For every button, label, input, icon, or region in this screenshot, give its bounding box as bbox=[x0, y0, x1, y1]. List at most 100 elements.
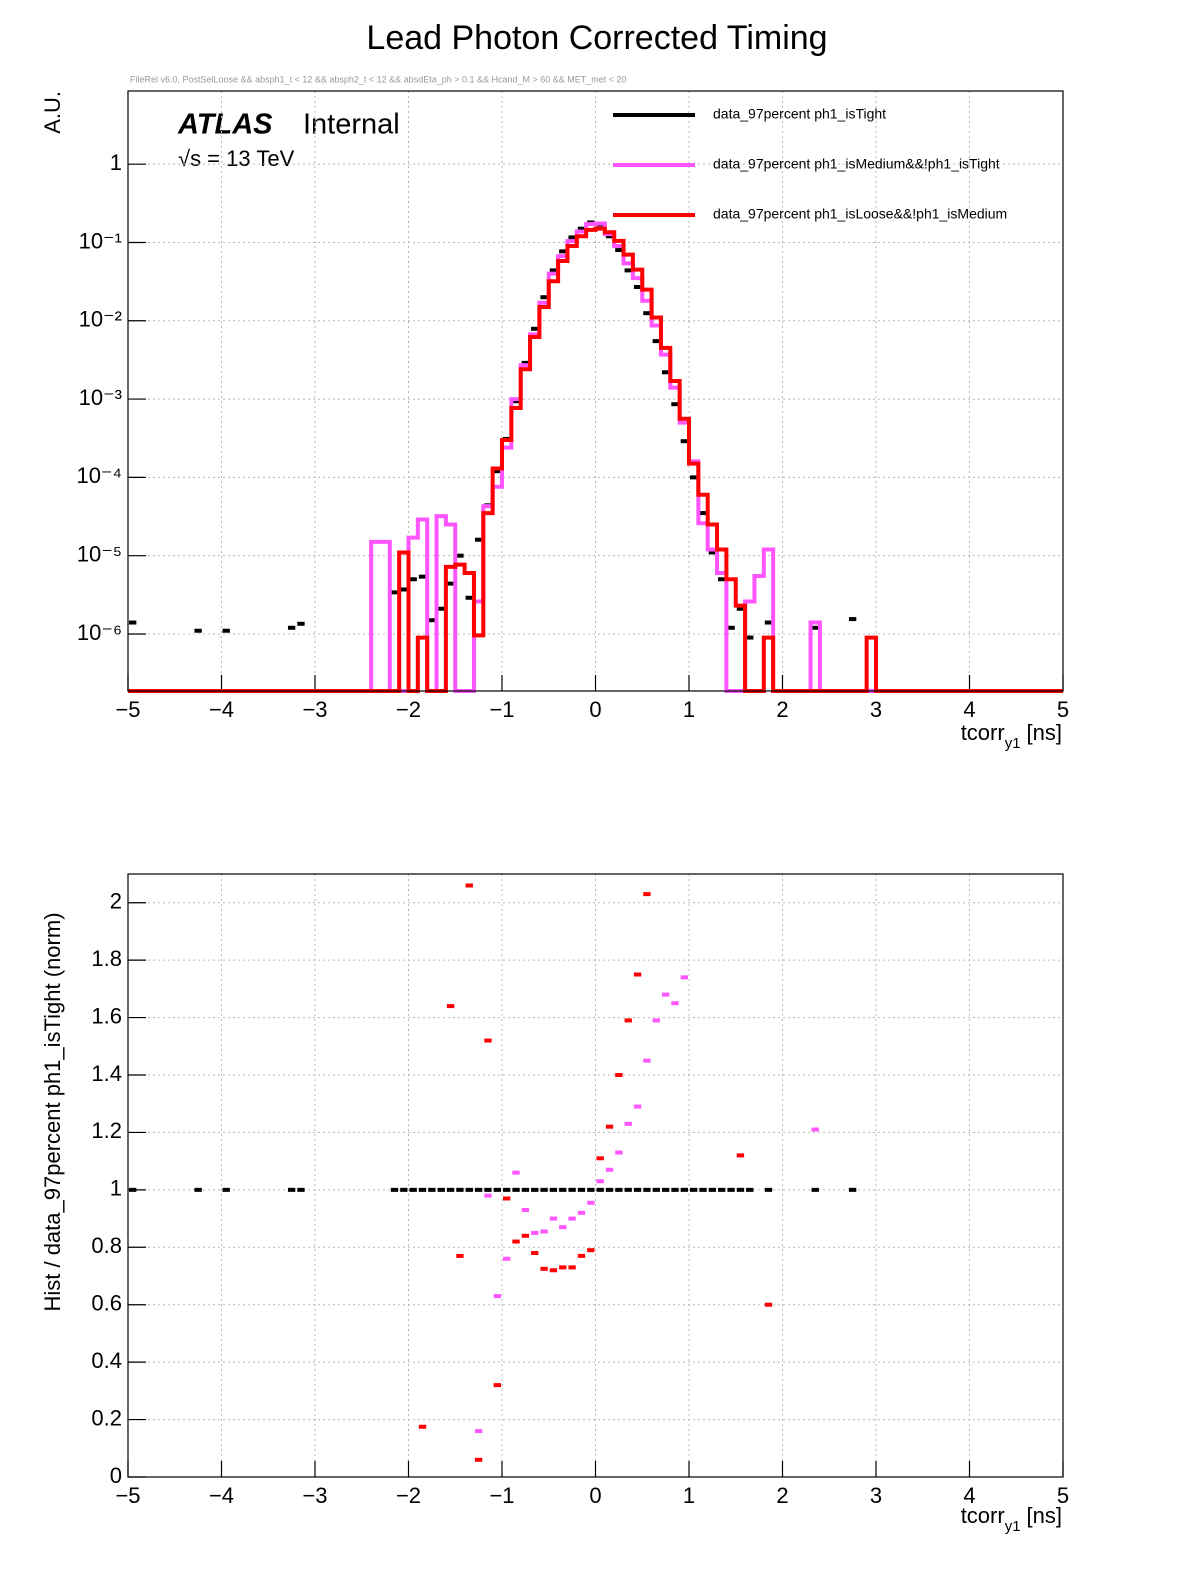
histogram-marker bbox=[428, 618, 436, 623]
histogram-marker bbox=[437, 1187, 445, 1192]
x-tick-label: 2 bbox=[776, 697, 788, 722]
histogram-marker bbox=[727, 625, 735, 630]
x-tick-label: 5 bbox=[1057, 1483, 1069, 1508]
histogram-marker bbox=[549, 268, 558, 273]
histogram-marker bbox=[222, 1187, 230, 1192]
histogram-marker bbox=[521, 1187, 530, 1192]
histogram-marker bbox=[811, 1187, 819, 1192]
histogram-marker bbox=[624, 1121, 632, 1126]
histogram-marker bbox=[699, 511, 707, 516]
histogram-marker bbox=[577, 226, 586, 231]
histogram-marker bbox=[652, 1018, 660, 1023]
x-tick-label: 3 bbox=[870, 1483, 882, 1508]
histogram-marker bbox=[568, 1187, 576, 1192]
histogram-marker bbox=[736, 1153, 745, 1158]
histogram-marker bbox=[512, 399, 520, 404]
x-tick-label: 4 bbox=[963, 697, 975, 722]
x-tick-label: 1 bbox=[683, 697, 695, 722]
histogram-marker bbox=[605, 1167, 614, 1172]
histogram-marker bbox=[409, 1187, 417, 1192]
histogram-marker bbox=[493, 1294, 501, 1299]
histogram-marker bbox=[446, 581, 455, 586]
y-tick-label: 10⁻³ bbox=[79, 385, 122, 410]
y-tick-label: 10⁻⁴ bbox=[76, 463, 122, 488]
energy-label: √s = 13 TeV bbox=[178, 146, 295, 171]
histogram-marker bbox=[615, 1073, 623, 1077]
legend-label: data_97percent ph1_isMedium&&!ph1_isTigh… bbox=[713, 156, 1000, 172]
x-axis-label-unit: [ns] bbox=[1027, 720, 1062, 745]
histogram-marker bbox=[764, 1187, 773, 1192]
x-tick-label: −2 bbox=[396, 1483, 421, 1508]
histogram-marker bbox=[727, 1187, 735, 1192]
plot-frame bbox=[127, 90, 1064, 692]
x-tick-label: 0 bbox=[589, 1483, 601, 1508]
histogram-marker bbox=[624, 1187, 632, 1192]
histogram-marker bbox=[568, 235, 576, 240]
histogram-marker bbox=[568, 1216, 576, 1221]
histogram-marker bbox=[559, 1265, 567, 1270]
histogram-marker bbox=[549, 1187, 558, 1192]
histogram-marker bbox=[418, 1187, 427, 1192]
x-tick-label: −4 bbox=[209, 697, 234, 722]
y-tick-label: 1.2 bbox=[91, 1118, 122, 1143]
histogram-marker bbox=[549, 1216, 558, 1221]
histogram-marker bbox=[400, 1187, 408, 1192]
x-tick-label: 4 bbox=[963, 1483, 975, 1508]
histogram-marker bbox=[503, 1256, 511, 1261]
histogram-marker bbox=[493, 469, 501, 474]
y-tick-label: 10⁻⁵ bbox=[77, 541, 122, 566]
histogram-marker bbox=[615, 248, 623, 253]
histogram-marker bbox=[596, 1179, 604, 1184]
histogram-marker bbox=[746, 1187, 754, 1192]
histogram-marker bbox=[605, 1187, 614, 1192]
histogram-marker bbox=[736, 1187, 745, 1192]
histogram-marker bbox=[587, 1200, 595, 1205]
histogram-marker bbox=[708, 550, 717, 555]
histogram-marker bbox=[512, 1239, 520, 1244]
histogram-marker bbox=[643, 1187, 651, 1192]
histogram-marker bbox=[456, 553, 464, 558]
histogram-marker bbox=[633, 1187, 642, 1192]
histogram-marker bbox=[680, 439, 688, 444]
histogram-marker bbox=[521, 360, 530, 365]
x-tick-label: 5 bbox=[1057, 697, 1069, 722]
histogram-marker bbox=[428, 1187, 436, 1192]
histogram-marker bbox=[540, 1229, 548, 1234]
histogram-marker bbox=[811, 1127, 819, 1132]
histogram-marker bbox=[764, 620, 773, 625]
histogram-marker bbox=[661, 992, 670, 997]
histogram-marker bbox=[521, 1207, 530, 1212]
x-axis-label-main: tcorr bbox=[961, 720, 1005, 745]
histogram-marker bbox=[718, 577, 726, 582]
histogram-marker bbox=[194, 1187, 202, 1192]
histogram-marker bbox=[671, 402, 679, 407]
x-axis-label: tcorry1 [ns] bbox=[961, 1503, 1062, 1535]
x-axis-label-main: tcorr bbox=[961, 1503, 1005, 1528]
histogram-marker bbox=[643, 1058, 651, 1063]
histogram-marker bbox=[297, 621, 305, 626]
histogram-marker bbox=[596, 1187, 604, 1192]
histogram-marker bbox=[484, 1187, 492, 1192]
histogram-marker bbox=[624, 268, 632, 273]
histogram-marker bbox=[503, 1196, 511, 1201]
histogram-marker bbox=[708, 1187, 717, 1192]
histogram-marker bbox=[699, 1187, 707, 1192]
histogram-marker bbox=[287, 625, 296, 630]
histogram-marker bbox=[287, 1187, 296, 1192]
histogram-marker bbox=[474, 1457, 483, 1462]
histogram-marker bbox=[418, 1424, 427, 1429]
x-axis-label-sub: y1 bbox=[1005, 1518, 1021, 1535]
y-tick-label: 1 bbox=[110, 1176, 122, 1201]
histogram-marker bbox=[474, 1187, 483, 1192]
histogram-marker bbox=[661, 370, 670, 375]
x-axis-label: tcorry1 [ns] bbox=[961, 720, 1062, 752]
histogram-marker bbox=[633, 285, 642, 289]
y-tick-label: 1.6 bbox=[91, 1003, 122, 1028]
y-axis-label: Hist / data_97percent ph1_isTight (norm) bbox=[40, 912, 65, 1311]
histogram-marker bbox=[194, 628, 202, 633]
histogram-marker bbox=[493, 1383, 501, 1388]
histogram-marker bbox=[559, 249, 567, 254]
histogram-marker bbox=[484, 1193, 492, 1198]
